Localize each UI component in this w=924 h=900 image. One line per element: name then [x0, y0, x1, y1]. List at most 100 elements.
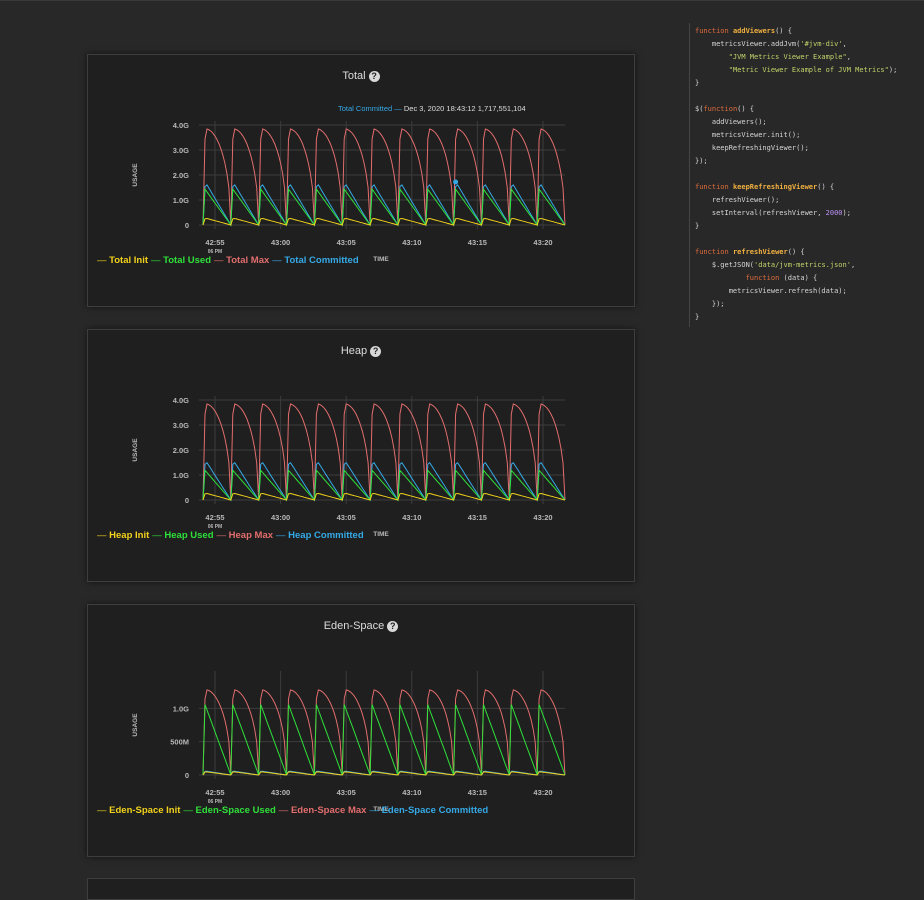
code-token [695, 53, 729, 61]
code-token: () { [737, 105, 755, 113]
legend-item-max[interactable]: — Heap Max [217, 530, 274, 541]
series-line-committed[interactable] [202, 461, 566, 502]
legend-label: Eden-Space Committed [381, 805, 489, 816]
hover-point[interactable] [453, 179, 459, 185]
legend-label: Eden-Space Max [290, 805, 367, 816]
code-token: function [695, 27, 733, 35]
code-token: function [745, 274, 780, 282]
legend-item-committed[interactable]: — Eden-Space Committed [369, 805, 488, 816]
code-token [695, 66, 729, 74]
chart-legend: — Heap Init — Heap Used — Heap Max — Heap C… [97, 530, 367, 541]
legend-item-used[interactable]: — Heap Used [152, 530, 213, 541]
series-line-used[interactable] [202, 469, 566, 502]
series-line-used[interactable] [202, 187, 566, 227]
help-icon[interactable]: ? [370, 345, 382, 357]
tooltip-dash: — [394, 104, 402, 113]
help-icon[interactable]: ? [387, 620, 399, 632]
chart-panel-total: Total? Total Committed — Dec 3, 2020 18:… [87, 54, 635, 307]
legend-item-used[interactable]: — Total Used [151, 255, 211, 266]
code-token: refreshViewer [732, 248, 788, 256]
code-token: () { [775, 27, 792, 35]
code-token: } [695, 222, 700, 230]
legend-item-used[interactable]: — Eden-Space Used [183, 805, 275, 816]
legend-label: Total Init [109, 255, 149, 266]
line-chart[interactable]: 1.0G 500M 0 42:55 43:00 43:05 43:10 43:15 43:20 0… [88, 605, 634, 856]
panel-title-text: Total [342, 70, 366, 82]
line-chart[interactable]: 4.0G 3.0G 2.0G 1.0G 0 42:55 43:00 43:05 43:10 43:… [88, 55, 634, 306]
code-token: ); [888, 66, 898, 74]
line-chart[interactable]: 4.0G 3.0G 2.0G 1.0G 0 42:55 43:00 43:05 43:10 43:… [88, 330, 634, 581]
legend-label: Heap Used [164, 530, 214, 541]
code-token: addViewers(); [695, 118, 767, 126]
legend-item-committed[interactable]: — Total Committed [272, 255, 358, 266]
legend-label: Total Committed [284, 255, 359, 266]
code-token: 2000 [825, 209, 843, 217]
tooltip-date: Dec 3, 2020 18:43:12 [403, 104, 476, 113]
code-token: setInterval(refreshViewer, [695, 209, 826, 217]
legend-swatch: — [152, 530, 165, 541]
series-line-max[interactable] [202, 403, 566, 501]
y-tick-label: 2.0G [173, 446, 189, 455]
code-token: "JVM Metrics Viewer Example" [728, 53, 847, 61]
legend-item-max[interactable]: — Total Max [214, 255, 269, 266]
y-tick-label: 3.0G [173, 146, 189, 155]
code-token: keepRefreshingViewer [732, 183, 818, 191]
panel-title: Total? [88, 68, 634, 84]
legend-swatch: — [214, 255, 227, 266]
chart-legend: — Eden-Space Init — Eden-Space Used — Eden… [97, 805, 491, 816]
tooltip-value: 1,717,551,104 [477, 104, 526, 113]
legend-swatch: — [151, 255, 164, 266]
series-line-init[interactable] [202, 217, 566, 226]
chart-panel-next [87, 878, 635, 900]
legend-label: Total Max [226, 255, 270, 266]
code-token: refreshViewer(); [695, 196, 780, 204]
x-tick-label: 43:05 [337, 788, 356, 797]
legend-item-max[interactable]: — Eden-Space Max [279, 805, 367, 816]
code-token: "Metric Viewer Example of JVM Metrics" [728, 66, 889, 74]
chart-panel-eden-space: Eden-Space? 1.0G 500M 0 42:55 43:00 43:05 43:1… [87, 604, 635, 857]
code-token: () { [787, 248, 805, 256]
legend-swatch: — [369, 805, 382, 816]
code-token: , [850, 261, 856, 269]
code-token [695, 274, 746, 282]
series-line-committed[interactable] [202, 184, 566, 227]
code-token: metricsViewer.init(); [695, 131, 801, 139]
code-token: } [695, 79, 700, 87]
series-line-max[interactable] [202, 128, 566, 226]
tooltip-series: Total Committed [338, 104, 393, 113]
code-token: function [695, 248, 733, 256]
panel-title: Heap? [88, 343, 634, 359]
code-token: 'data/jvm-metrics.json' [754, 261, 851, 269]
legend-swatch: — [97, 805, 110, 816]
chart-legend: — Total Init — Total Used — Total Max — Tot… [97, 255, 362, 266]
series-line-max[interactable] [202, 689, 566, 776]
series-line-init[interactable] [202, 492, 566, 501]
x-tick-label: 43:10 [402, 238, 421, 247]
code-token: , [846, 53, 851, 61]
y-tick-label: 2.0G [173, 171, 189, 180]
legend-item-committed[interactable]: — Heap Committed [276, 530, 364, 541]
x-tick-label: 43:05 [337, 513, 356, 522]
series-line-used[interactable] [202, 704, 566, 776]
legend-label: Eden-Space Init [109, 805, 181, 816]
x-tick-label: 43:05 [337, 238, 356, 247]
y-tick-label: 4.0G [173, 121, 189, 130]
code-token: '#jvm-div' [800, 40, 843, 48]
code-token: metricsViewer.refresh(data); [695, 287, 847, 295]
panel-title-text: Heap [340, 345, 368, 357]
panel-title-text: Eden-Space [323, 620, 385, 632]
legend-item-init[interactable]: — Eden-Space Init [97, 805, 180, 816]
legend-item-init[interactable]: — Heap Init [97, 530, 149, 541]
x-tick-label: 42:55 [205, 788, 224, 797]
x-tick-label: 43:15 [468, 513, 487, 522]
chart-tooltip: Total Committed — Dec 3, 2020 18:43:12 1… [338, 104, 526, 113]
legend-swatch: — [183, 805, 196, 816]
top-divider [0, 0, 924, 1]
x-tick-label: 43:00 [271, 788, 290, 797]
legend-item-init[interactable]: — Total Init [97, 255, 148, 266]
series-line-init[interactable] [202, 771, 566, 776]
y-tick-label: 500M [170, 738, 189, 747]
code-token: }); [695, 300, 725, 308]
legend-label: Heap Init [109, 530, 150, 541]
help-icon[interactable]: ? [368, 70, 380, 82]
